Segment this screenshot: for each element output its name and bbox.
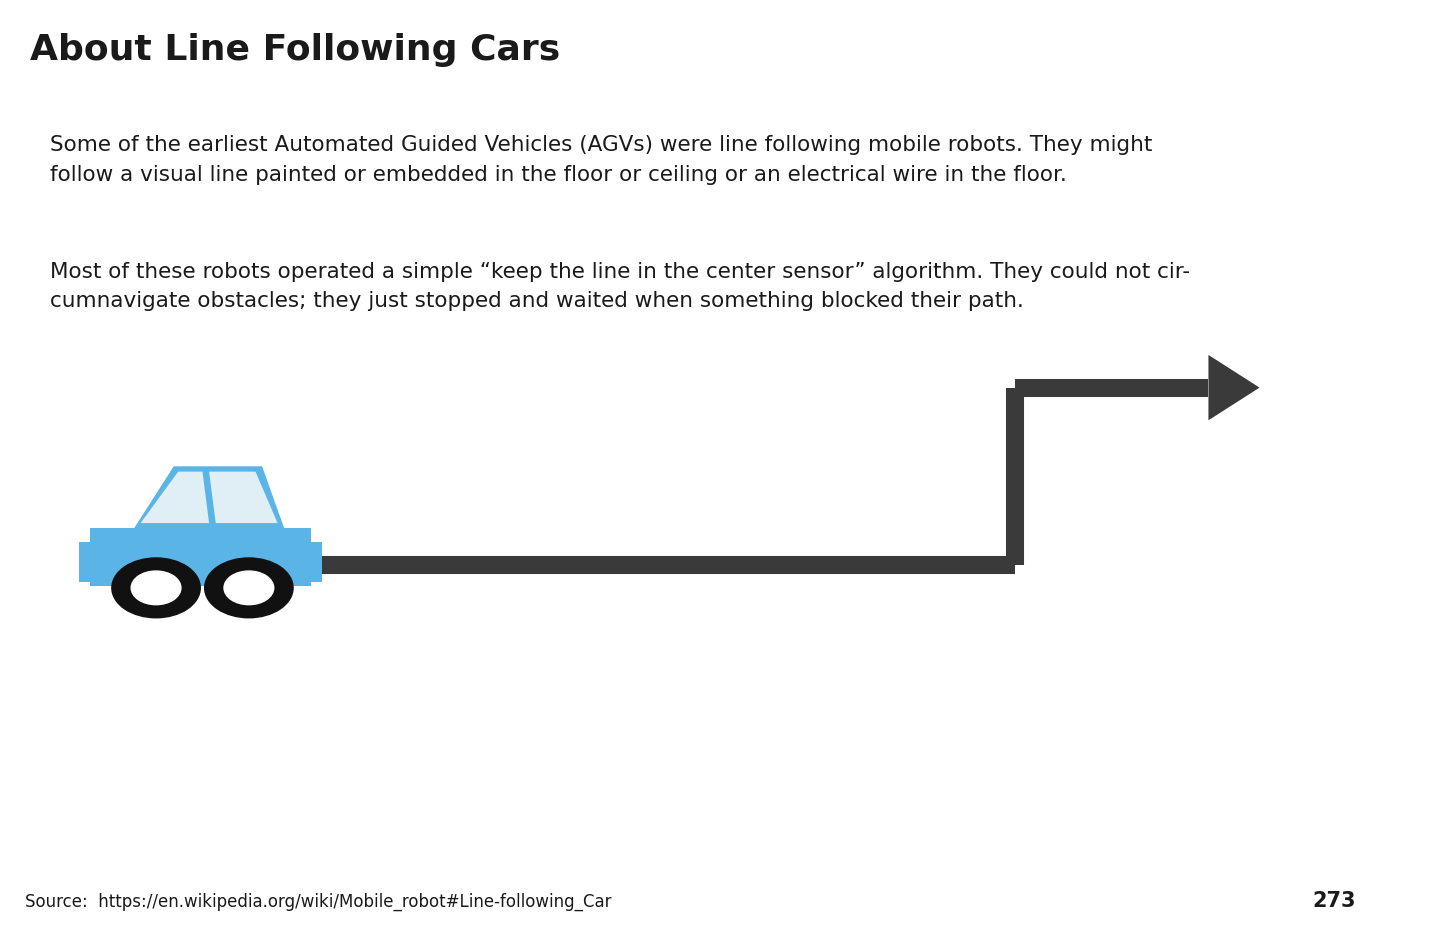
Polygon shape xyxy=(209,472,277,523)
FancyBboxPatch shape xyxy=(310,542,322,582)
FancyBboxPatch shape xyxy=(79,542,89,582)
Text: Most of these robots operated a simple “keep the line in the center sensor” algo: Most of these robots operated a simple “… xyxy=(49,262,1189,311)
Text: 273: 273 xyxy=(1313,891,1356,911)
Text: About Line Following Cars: About Line Following Cars xyxy=(30,33,561,66)
FancyBboxPatch shape xyxy=(89,529,310,587)
Text: Source:  https://en.wikipedia.org/wiki/Mobile_robot#Line-following_Car: Source: https://en.wikipedia.org/wiki/Mo… xyxy=(25,892,612,911)
Circle shape xyxy=(131,571,180,604)
Polygon shape xyxy=(134,466,284,529)
Polygon shape xyxy=(1208,355,1260,420)
Text: Some of the earliest Automated Guided Vehicles (AGVs) were line following mobile: Some of the earliest Automated Guided Ve… xyxy=(49,135,1152,185)
Circle shape xyxy=(113,558,201,617)
Polygon shape xyxy=(140,472,209,523)
Circle shape xyxy=(224,571,274,604)
Circle shape xyxy=(205,558,293,617)
